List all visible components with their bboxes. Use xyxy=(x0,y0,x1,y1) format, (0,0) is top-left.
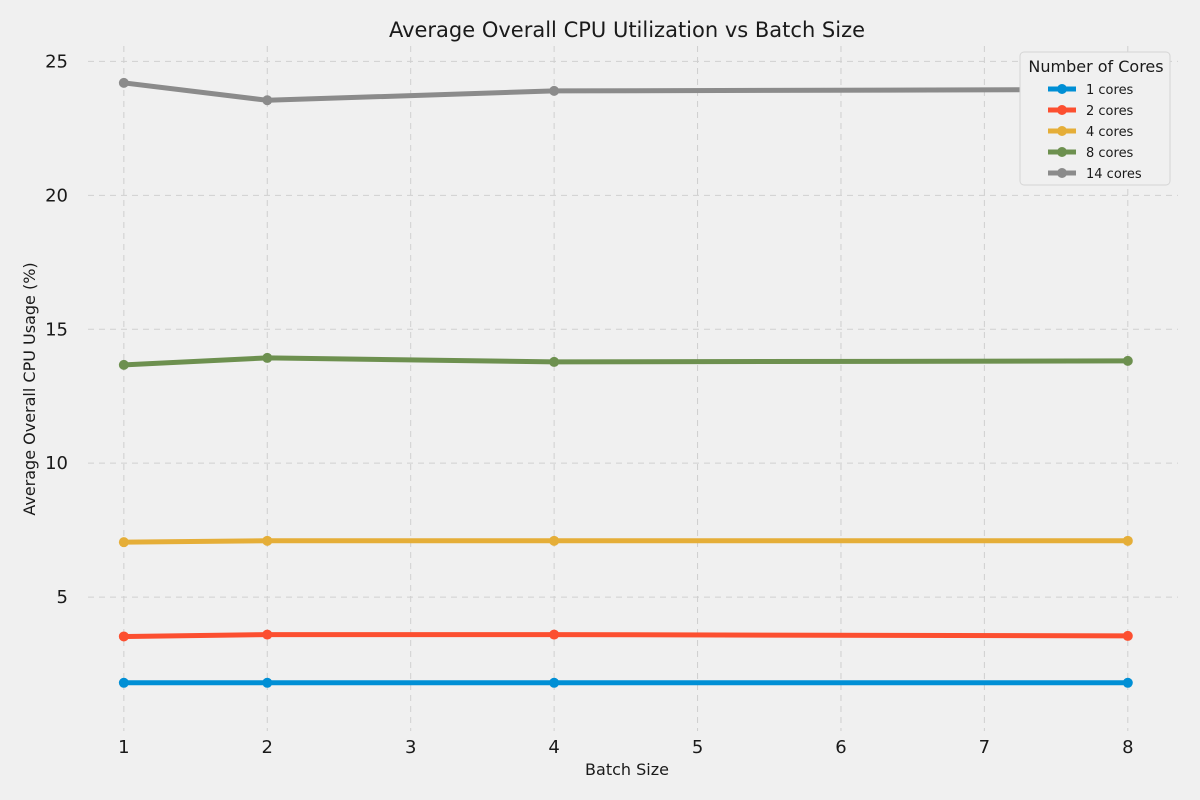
legend-title: Number of Cores xyxy=(1028,57,1163,76)
legend-label: 2 cores xyxy=(1086,104,1134,119)
data-point xyxy=(1122,677,1133,688)
legend-item: 8 cores xyxy=(1048,146,1134,161)
data-point xyxy=(1122,535,1133,546)
data-point xyxy=(549,629,560,640)
x-tick-label: 6 xyxy=(835,737,846,758)
x-axis-label: Batch Size xyxy=(585,760,669,779)
y-tick-label: 25 xyxy=(45,51,68,72)
legend-item: 4 cores xyxy=(1048,125,1134,140)
y-axis-ticks: 5 10 15 20 25 xyxy=(45,51,68,608)
series-layer xyxy=(118,77,1133,688)
legend-swatch-marker xyxy=(1057,126,1067,136)
series-2-cores xyxy=(118,629,1133,642)
data-point xyxy=(118,77,129,88)
legend-items: 1 cores 2 cores 4 cores 8 cores 14 cores xyxy=(1048,83,1142,182)
x-tick-label: 1 xyxy=(118,737,129,758)
data-point xyxy=(549,535,560,546)
series-line xyxy=(121,80,1131,103)
data-point xyxy=(262,95,273,106)
x-tick-label: 5 xyxy=(692,737,703,758)
x-axis-ticks: 1 2 3 4 5 6 7 8 xyxy=(118,737,1133,758)
x-tick-label: 7 xyxy=(979,737,990,758)
series-1-cores xyxy=(118,677,1133,688)
legend-label: 14 cores xyxy=(1086,167,1142,182)
x-tick-label: 4 xyxy=(548,737,559,758)
series-line xyxy=(121,632,1131,639)
data-point xyxy=(262,629,273,640)
legend-swatch-marker xyxy=(1057,147,1067,157)
data-point xyxy=(262,352,273,363)
legend: Number of Cores 1 cores 2 cores 4 cores 8 c… xyxy=(1019,51,1171,186)
x-tick-label: 2 xyxy=(262,737,273,758)
data-point xyxy=(549,85,560,96)
y-axis-label: Average Overall CPU Usage (%) xyxy=(20,262,39,515)
legend-swatch-marker xyxy=(1057,84,1067,94)
grid xyxy=(88,46,1178,731)
data-point xyxy=(118,631,129,642)
chart-title: Average Overall CPU Utilization vs Batch… xyxy=(389,18,865,42)
legend-label: 8 cores xyxy=(1086,146,1134,161)
data-point xyxy=(549,677,560,688)
legend-swatch-marker xyxy=(1057,168,1067,178)
series-8-cores xyxy=(118,352,1133,370)
y-tick-label: 5 xyxy=(57,587,68,608)
x-tick-label: 8 xyxy=(1122,737,1133,758)
series-line xyxy=(121,355,1131,368)
data-point xyxy=(262,535,273,546)
legend-item: 14 cores xyxy=(1048,167,1142,182)
legend-item: 1 cores xyxy=(1048,83,1134,98)
legend-swatch-marker xyxy=(1057,105,1067,115)
series-4-cores xyxy=(118,535,1133,548)
y-tick-label: 20 xyxy=(45,185,68,206)
legend-item: 2 cores xyxy=(1048,104,1134,119)
legend-label: 1 cores xyxy=(1086,83,1134,98)
legend-label: 4 cores xyxy=(1086,125,1134,140)
data-point xyxy=(118,537,129,548)
y-tick-label: 10 xyxy=(45,453,68,474)
data-point xyxy=(549,356,560,367)
series-line xyxy=(121,538,1131,545)
data-point xyxy=(118,677,129,688)
data-point xyxy=(262,677,273,688)
x-tick-label: 3 xyxy=(405,737,416,758)
y-tick-label: 15 xyxy=(45,319,68,340)
data-point xyxy=(1122,630,1133,641)
data-point xyxy=(1122,355,1133,366)
data-point xyxy=(118,359,129,370)
